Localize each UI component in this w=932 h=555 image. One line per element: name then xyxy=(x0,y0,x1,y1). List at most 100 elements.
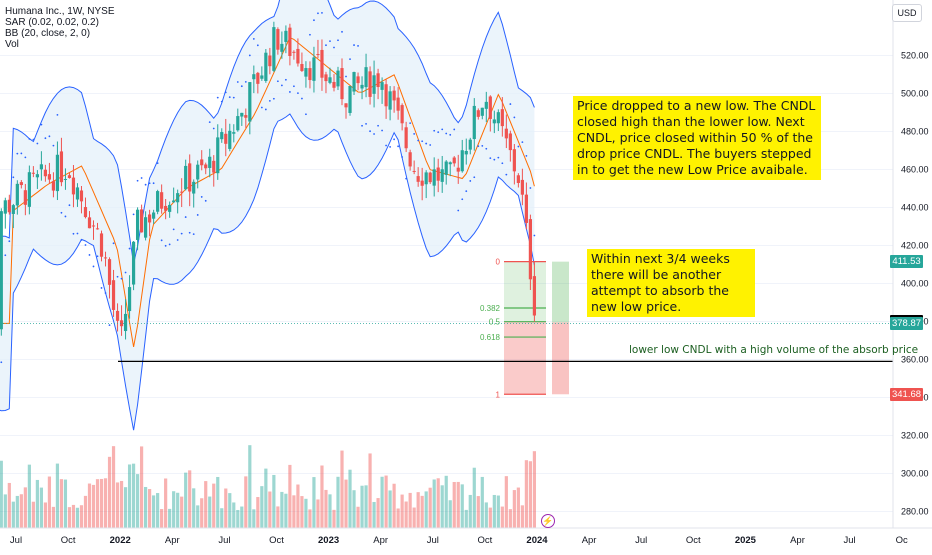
candle-body xyxy=(296,48,300,64)
sar-dot xyxy=(228,96,231,99)
support-annotation: lower low CNDL with a high volume of the… xyxy=(629,344,919,356)
candle-body xyxy=(292,51,296,53)
x-tick-label: Jul xyxy=(635,535,647,546)
y-tick-label: 320.00 xyxy=(901,431,929,441)
volume-bar xyxy=(364,485,368,528)
volume-bar xyxy=(87,483,92,528)
candlesticks xyxy=(0,21,537,340)
volume-bar xyxy=(288,464,292,528)
candle-body xyxy=(472,105,476,140)
candle-body xyxy=(272,27,276,71)
lightning-icon[interactable]: ⚡ xyxy=(541,514,555,528)
volume-bar xyxy=(111,446,116,528)
sar-dot xyxy=(28,138,31,140)
sar-dot xyxy=(112,242,115,245)
projection-stop xyxy=(552,322,569,395)
volume-bar xyxy=(324,489,328,528)
sar-dot xyxy=(325,44,327,47)
candle-body xyxy=(160,192,164,209)
candle-body xyxy=(532,276,537,316)
sar-dot xyxy=(260,106,263,109)
sar-dot xyxy=(305,113,307,116)
x-tick-label: Apr xyxy=(165,535,180,546)
candle-body xyxy=(448,162,452,165)
sar-dot xyxy=(0,361,3,364)
sar-dot xyxy=(481,144,484,147)
candle-body xyxy=(520,179,524,195)
sar-dot xyxy=(264,108,267,111)
sar-dot xyxy=(244,81,247,83)
price-tag: 341.68 xyxy=(890,387,923,401)
sar-dot xyxy=(477,145,480,148)
candle-body xyxy=(396,97,400,111)
volume-bar xyxy=(51,506,56,528)
candle-body xyxy=(336,70,340,87)
volume-bar xyxy=(144,486,148,528)
volume-bar xyxy=(352,490,356,528)
volume-bar xyxy=(212,483,216,528)
currency-button[interactable]: USD xyxy=(892,4,922,22)
volume-bar xyxy=(79,505,84,528)
volume-bar xyxy=(284,493,288,528)
sar-dot xyxy=(433,129,436,132)
candle-body xyxy=(384,84,388,107)
sar-dot xyxy=(16,152,19,155)
candle-body xyxy=(500,109,504,127)
sar-dot xyxy=(449,133,452,136)
candle-body xyxy=(196,164,200,180)
sar-dot xyxy=(284,78,287,81)
sar-dot xyxy=(353,44,355,46)
volume-bar xyxy=(516,487,520,528)
sar-dot xyxy=(116,275,119,278)
sar-dot xyxy=(337,39,339,42)
candle-body xyxy=(360,84,364,89)
volume-bar xyxy=(224,488,228,528)
sar-dot xyxy=(417,139,420,142)
sar-dot xyxy=(56,114,59,116)
volume-bar xyxy=(296,484,300,528)
price-tag: 411.53 xyxy=(890,255,923,269)
volume-bar xyxy=(520,505,524,528)
sar-dot xyxy=(317,12,319,15)
candle-body xyxy=(123,313,128,332)
volume-bar xyxy=(384,475,388,528)
candle-body xyxy=(304,68,308,77)
candle-body xyxy=(528,219,532,280)
volume-bar xyxy=(472,467,476,528)
volume-bar xyxy=(424,491,428,528)
candle-body xyxy=(164,205,168,211)
sar-dot xyxy=(345,75,347,78)
sar-dot xyxy=(465,190,468,193)
y-tick-label: 300.00 xyxy=(901,469,929,479)
y-tick-label: 400.00 xyxy=(901,279,929,289)
candle-body xyxy=(168,204,172,212)
volume-bar xyxy=(528,461,532,528)
candle-body xyxy=(212,160,216,173)
x-tick-label: Oct xyxy=(269,535,284,546)
candle-body xyxy=(320,49,324,78)
bb-upper xyxy=(0,0,535,264)
sar-dot xyxy=(216,96,219,99)
sar-dot xyxy=(240,85,243,88)
currency-label: USD xyxy=(897,8,917,18)
sar-dot xyxy=(429,144,432,146)
volume-bar xyxy=(440,485,444,528)
candle-body xyxy=(460,150,464,172)
candle-body xyxy=(508,133,512,151)
sar-dot xyxy=(385,144,387,147)
volume-bar xyxy=(432,479,436,528)
sar-dot xyxy=(96,255,99,258)
sar-dot xyxy=(160,239,163,242)
sar-dot xyxy=(76,232,79,235)
volume-bar xyxy=(220,508,224,528)
volume-bar xyxy=(360,485,364,528)
x-tick-label: Apr xyxy=(790,535,805,546)
sar-dot xyxy=(12,176,15,179)
candle-body xyxy=(15,183,19,206)
volume-bar xyxy=(388,490,392,528)
sar-dot xyxy=(469,180,472,182)
x-tick-label: 2023 xyxy=(318,535,339,546)
volume-bar xyxy=(83,495,88,528)
